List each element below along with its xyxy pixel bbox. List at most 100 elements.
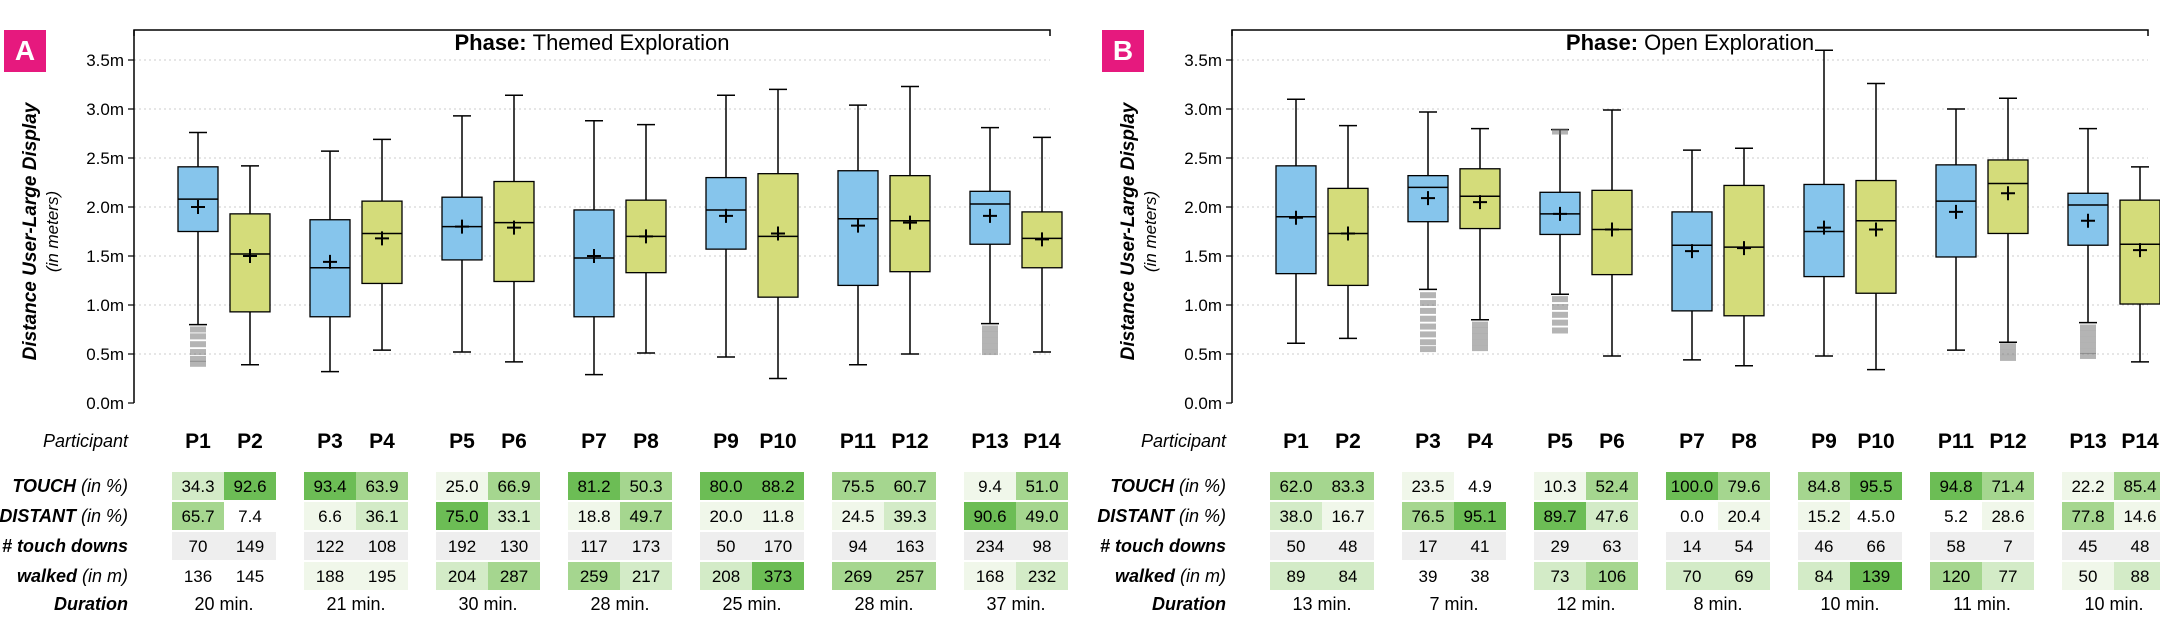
table-cell-bg [1850, 562, 1902, 590]
duration-row-label: Duration [1152, 594, 1226, 614]
table-row-label-name: TOUCH [1110, 476, 1175, 496]
table-row-label: DISTANT (in %) [0, 506, 128, 526]
box-p14 [1021, 136, 1063, 353]
table-cell-bg [700, 472, 752, 500]
table-cell-value: 6.6 [318, 507, 342, 526]
table-cell-bg [700, 532, 752, 560]
table-cell-bg [304, 472, 356, 500]
participant-label: P8 [1731, 430, 1757, 453]
table-cell-value: 77 [1999, 567, 2018, 586]
table-cell-value: 287 [500, 567, 528, 586]
table-row-label: TOUCH (in %) [1110, 476, 1226, 496]
box-mean-marker [1737, 241, 1751, 256]
table-cell-value: 373 [764, 567, 792, 586]
table-cell-bg [2114, 532, 2160, 560]
table-cell-bg [1534, 532, 1586, 560]
table-cell-value: 65.7 [181, 507, 214, 526]
table-cell-bg [1718, 502, 1770, 530]
box-iqr [1987, 159, 2029, 235]
duration-value: 37 min. [986, 594, 1045, 614]
table-row-label-name: # touch downs [1100, 536, 1226, 556]
table-cell-value: 136 [184, 567, 212, 586]
table-cell-value: 17 [1419, 537, 1438, 556]
box-iqr [1935, 164, 1977, 258]
box-mean-marker [191, 200, 205, 214]
table-cell-bg [832, 502, 884, 530]
box-p12 [889, 85, 931, 355]
table-cell-value: 52.4 [1595, 477, 1628, 496]
participant-label: P3 [317, 430, 343, 453]
table-cell-value: 50 [1287, 537, 1306, 556]
table-row-label-name: walked [17, 566, 78, 586]
table-cell-bg [964, 472, 1016, 500]
chart-title-prefix: Phase: [1566, 30, 1638, 55]
chart-panel-a: A Phase: Themed Exploration 0.0m 0.5m 1.0m 1.5… [0, 29, 1068, 614]
table-cell-bg [2062, 472, 2114, 500]
table-cell-value: 28.6 [1991, 507, 2024, 526]
table-cell-bg [1850, 472, 1902, 500]
table-cell-value: 81.2 [577, 477, 610, 496]
outlier-point [1420, 300, 1436, 307]
y-tick-label: 0.5m [86, 345, 124, 364]
y-tick-label: 2.5m [86, 149, 124, 168]
table-cell-value: 149 [236, 537, 264, 556]
table-cell-bg [1982, 562, 2034, 590]
table-cell-bg [2062, 502, 2114, 530]
table-cell-bg [568, 532, 620, 560]
table-cell-bg [1402, 502, 1454, 530]
box-p5 [1539, 128, 1581, 334]
table-cell-bg [568, 472, 620, 500]
table-cell-bg [1586, 502, 1638, 530]
table-cell-value: 94 [849, 537, 868, 556]
table-cell-value: 29 [1551, 537, 1570, 556]
table-cell-bg [964, 532, 1016, 560]
table-cell-value: 79.6 [1727, 477, 1760, 496]
duration-value: 10 min. [1820, 594, 1879, 614]
table-cell-value: 25.0 [445, 477, 478, 496]
participant-label: P3 [1415, 430, 1441, 453]
table-cell-value: 63.9 [365, 477, 398, 496]
table-cell-bg [1666, 472, 1718, 500]
duration-value: 21 min. [326, 594, 385, 614]
table-cell-value: 18.8 [577, 507, 610, 526]
box-p9 [1803, 49, 1845, 357]
table-cell-bg [304, 532, 356, 560]
table-cell-value: 108 [368, 537, 396, 556]
table-cell-value: 46 [1815, 537, 1834, 556]
table-cell-value: 217 [632, 567, 660, 586]
table-cell-value: 70 [1683, 567, 1702, 586]
panel-badge [1102, 30, 1144, 72]
table-row-label-name: TOUCH [12, 476, 77, 496]
table-cell-value: 76.5 [1411, 507, 1444, 526]
box-p9 [705, 94, 747, 358]
table-cell-bg [1270, 502, 1322, 530]
table-cell-bg [620, 562, 672, 590]
table-cell-bg [2114, 502, 2160, 530]
box-iqr [573, 209, 615, 318]
box-p8 [1723, 147, 1765, 367]
participant-row-label: Participant [43, 431, 129, 451]
table-cell-bg [1586, 532, 1638, 560]
duration-value: 28 min. [854, 594, 913, 614]
table-cell-bg [1586, 562, 1638, 590]
table-cell-value: 50 [717, 537, 736, 556]
box-p12 [1987, 97, 2029, 361]
table-cell-value: 49.0 [1025, 507, 1058, 526]
table-cell-bg [2062, 562, 2114, 590]
participant-label: P2 [1335, 430, 1361, 453]
table-cell-bg [700, 562, 752, 590]
outlier-point [2080, 352, 2096, 359]
box-iqr [1855, 179, 1897, 294]
table-cell-value: 170 [764, 537, 792, 556]
table-cell-bg [172, 532, 224, 560]
table-cell-value: 41 [1471, 537, 1490, 556]
table-cell-value: 7.4 [238, 507, 262, 526]
chart-title-text: Open Exploration [1644, 30, 1814, 55]
table-cell-value: 16.7 [1331, 507, 1364, 526]
table-cell-value: 163 [896, 537, 924, 556]
table-cell-bg [1270, 532, 1322, 560]
table-cell-bg [568, 562, 620, 590]
table-cell-value: 11.8 [762, 507, 794, 526]
box-p10 [1855, 82, 1897, 371]
participant-label: P1 [1283, 430, 1309, 453]
